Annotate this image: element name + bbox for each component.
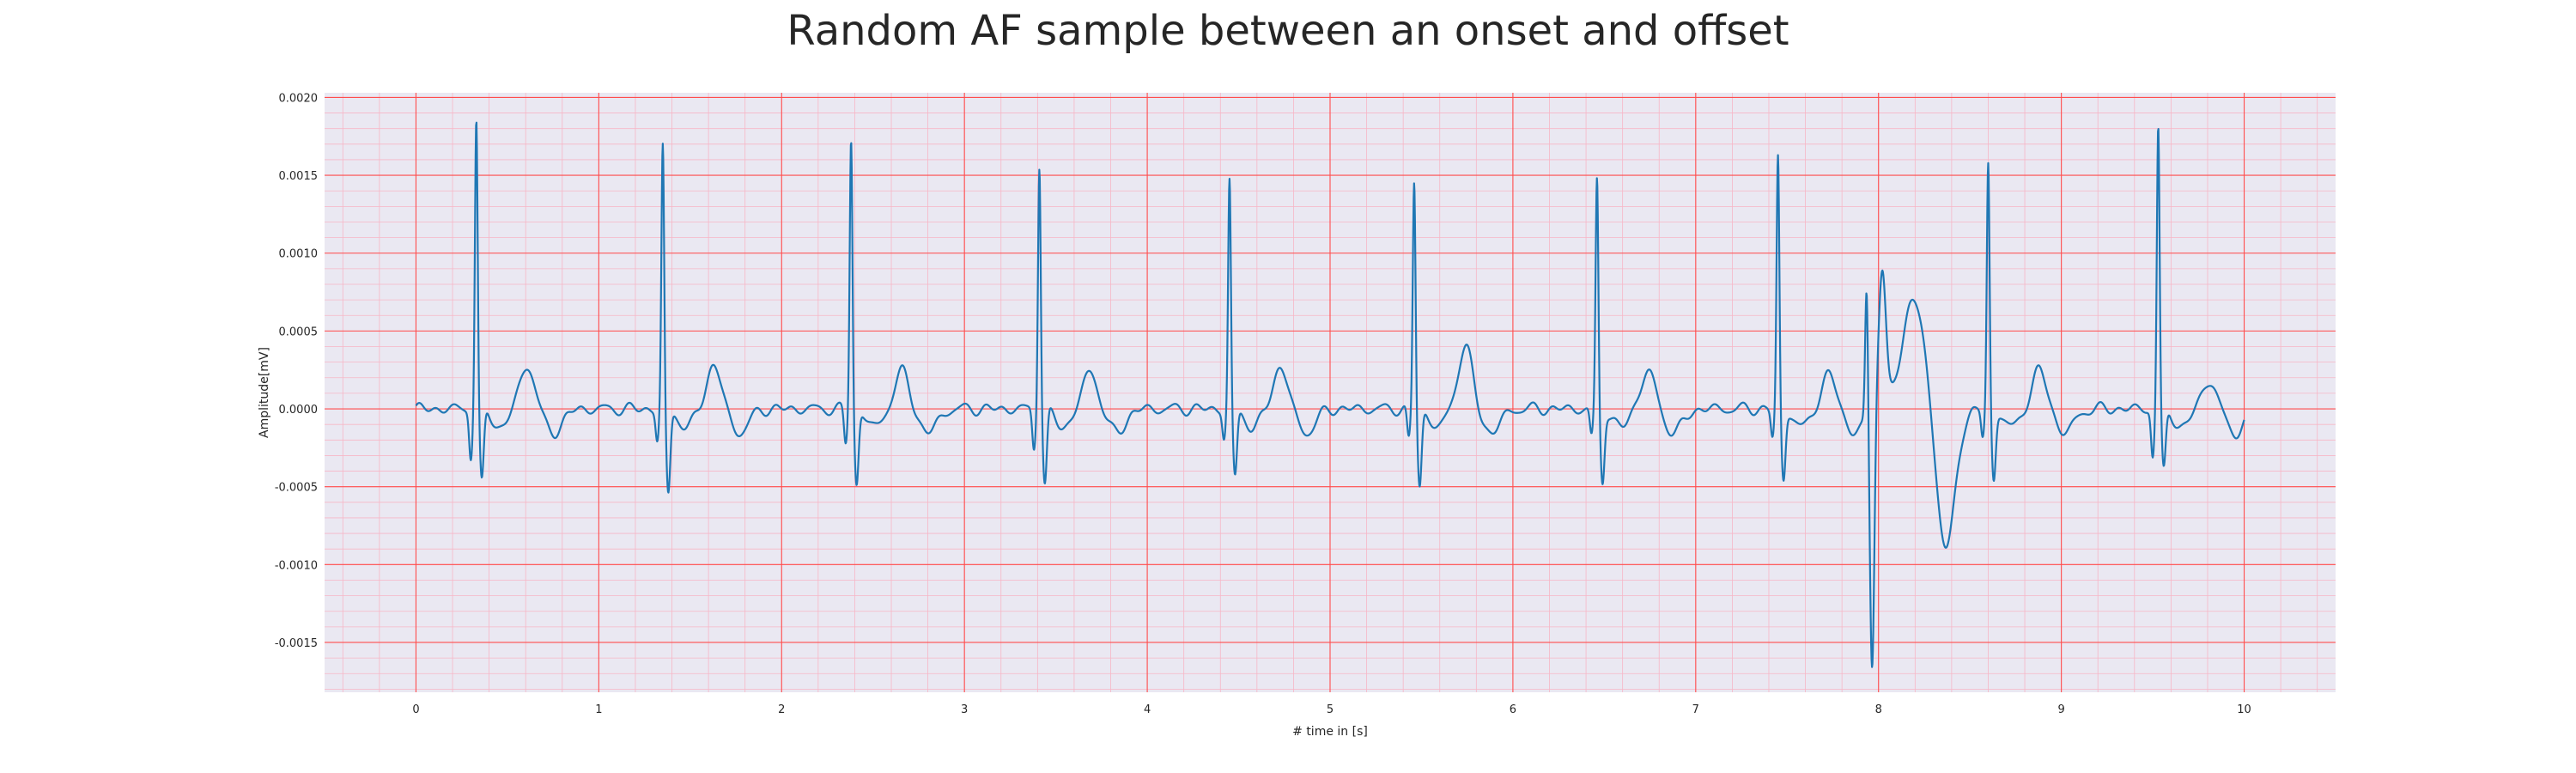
y-tick-label: 0.0005 [279,326,319,338]
chart-title: Random AF sample between an onset and of… [787,7,1789,55]
y-tick-label: -0.0015 [275,637,318,650]
ecg-series-line [415,121,2245,668]
x-tick-label: 1 [595,703,602,716]
x-tick-label: 8 [1875,703,1882,716]
y-axis-label: Amplitude[mV] [258,347,271,438]
x-axis-label: # time in [s] [1292,725,1368,739]
y-tick-label: -0.0010 [275,559,318,572]
x-tick-label: 7 [1692,703,1699,716]
x-tick-label: 2 [778,703,785,716]
x-tick-label: 10 [2237,703,2251,716]
x-tick-label: 6 [1510,703,1516,716]
x-tick-label: 3 [961,703,968,716]
x-tick-label: 4 [1144,703,1151,716]
y-tick-label: 0.0000 [279,404,319,417]
x-tick-label: 9 [2057,703,2064,716]
y-tick-label: 0.0015 [279,170,319,183]
x-tick-label: 5 [1327,703,1334,716]
y-axis-ticks: -0.0015 -0.0010 -0.0005 0.0000 0.0005 0.0010 0… [275,92,318,650]
y-tick-label: -0.0005 [275,482,318,495]
y-tick-label: 0.0010 [279,248,319,261]
x-axis-ticks: 0 1 2 3 4 5 6 7 8 9 10 [412,703,2251,716]
x-tick-label: 0 [412,703,419,716]
y-tick-label: 0.0020 [279,92,319,105]
